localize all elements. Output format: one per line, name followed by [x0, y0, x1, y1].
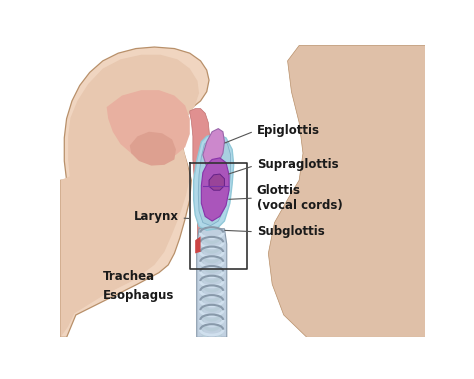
Polygon shape [198, 138, 231, 226]
Polygon shape [197, 229, 227, 337]
Text: Epiglottis: Epiglottis [225, 124, 320, 143]
Polygon shape [195, 236, 201, 254]
Text: Esophagus: Esophagus [103, 289, 174, 302]
Text: Larynx: Larynx [134, 210, 190, 223]
Wedge shape [201, 291, 223, 302]
Polygon shape [61, 47, 209, 337]
Text: Subglottis: Subglottis [225, 226, 325, 238]
Polygon shape [201, 158, 229, 221]
Wedge shape [201, 330, 223, 341]
Text: Glottis
(vocal cords): Glottis (vocal cords) [229, 184, 343, 212]
Polygon shape [203, 128, 225, 167]
Text: Trachea: Trachea [103, 270, 155, 283]
Polygon shape [268, 45, 425, 337]
Polygon shape [209, 174, 225, 190]
Wedge shape [201, 252, 223, 263]
Wedge shape [201, 262, 223, 273]
Polygon shape [107, 90, 190, 161]
Wedge shape [201, 320, 223, 331]
Polygon shape [61, 55, 199, 337]
Polygon shape [194, 134, 234, 230]
Wedge shape [201, 233, 223, 244]
Wedge shape [201, 242, 223, 254]
Wedge shape [201, 281, 223, 293]
Polygon shape [190, 109, 210, 337]
Wedge shape [201, 271, 223, 283]
Wedge shape [201, 301, 223, 312]
Wedge shape [201, 310, 223, 322]
Text: Supraglottis: Supraglottis [228, 158, 338, 174]
Polygon shape [130, 132, 176, 166]
